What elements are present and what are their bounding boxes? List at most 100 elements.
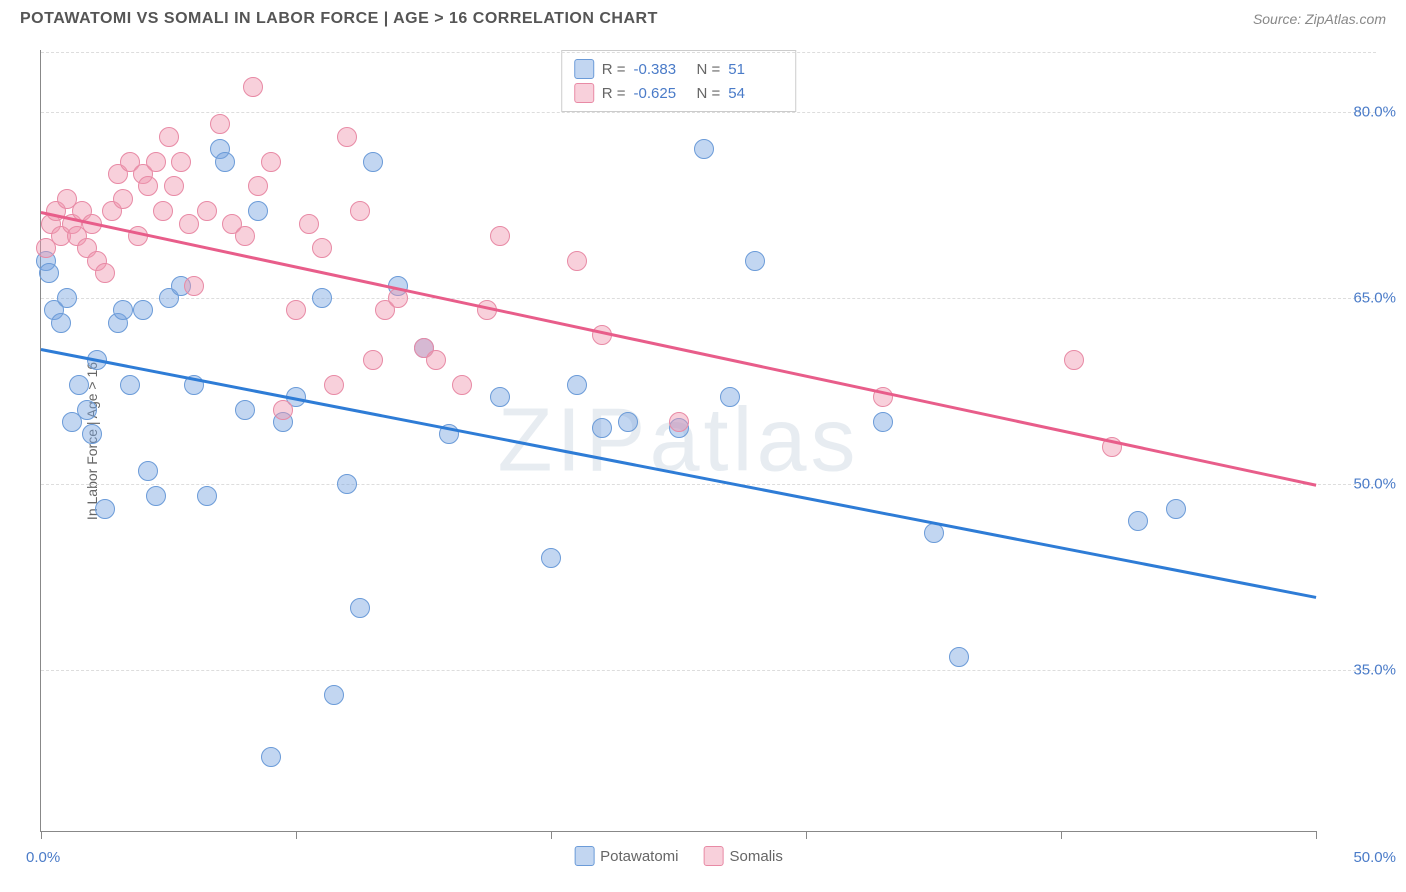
gridline (41, 52, 1376, 53)
x-tick (41, 831, 42, 839)
data-point (337, 127, 357, 147)
data-point (153, 201, 173, 221)
y-tick-label: 50.0% (1326, 475, 1396, 492)
data-point (248, 201, 268, 221)
series-swatch (574, 83, 594, 103)
data-point (215, 152, 235, 172)
y-tick-label: 65.0% (1326, 289, 1396, 306)
gridline (41, 670, 1376, 671)
data-point (745, 251, 765, 271)
data-point (69, 375, 89, 395)
data-point (197, 486, 217, 506)
data-point (39, 263, 59, 283)
data-point (720, 387, 740, 407)
watermark-text: ZIPatlas (497, 389, 859, 492)
data-point (261, 152, 281, 172)
data-point (138, 461, 158, 481)
data-point (324, 685, 344, 705)
data-point (1128, 511, 1148, 531)
data-point (159, 127, 179, 147)
data-point (426, 350, 446, 370)
data-point (618, 412, 638, 432)
data-point (146, 152, 166, 172)
data-point (184, 276, 204, 296)
trend-line (41, 348, 1316, 598)
legend-item: Potawatomi (574, 846, 678, 866)
data-point (113, 189, 133, 209)
chart-plot-area: ZIPatlas In Labor Force | Age > 16 0.0% … (40, 50, 1316, 832)
legend-label: Somalis (730, 848, 783, 865)
data-point (197, 201, 217, 221)
data-point (452, 375, 472, 395)
data-point (694, 139, 714, 159)
data-point (82, 424, 102, 444)
stat-label: R = (602, 85, 626, 102)
stat-label: R = (602, 61, 626, 78)
legend-item: Somalis (704, 846, 783, 866)
data-point (324, 375, 344, 395)
data-point (350, 201, 370, 221)
legend-label: Potawatomi (600, 848, 678, 865)
gridline (41, 484, 1376, 485)
data-point (592, 418, 612, 438)
data-point (235, 226, 255, 246)
data-point (669, 412, 689, 432)
data-point (133, 300, 153, 320)
data-point (77, 400, 97, 420)
data-point (363, 152, 383, 172)
series-swatch (574, 59, 594, 79)
y-tick-label: 35.0% (1326, 661, 1396, 678)
data-point (286, 300, 306, 320)
x-tick (296, 831, 297, 839)
stats-legend-box: R = -0.383 N = 51R = -0.625 N = 54 (561, 50, 797, 112)
stat-r-value: -0.625 (634, 85, 689, 102)
legend-swatch (704, 846, 724, 866)
x-axis-max-label: 50.0% (1353, 849, 1396, 866)
data-point (312, 288, 332, 308)
data-point (57, 288, 77, 308)
data-point (51, 313, 71, 333)
stat-label: N = (697, 61, 721, 78)
x-tick (806, 831, 807, 839)
data-point (261, 747, 281, 767)
data-point (273, 400, 293, 420)
source-attribution: Source: ZipAtlas.com (1253, 11, 1386, 27)
data-point (490, 226, 510, 246)
data-point (873, 412, 893, 432)
legend-swatch (574, 846, 594, 866)
data-point (541, 548, 561, 568)
data-point (113, 300, 133, 320)
x-tick (1316, 831, 1317, 839)
trend-line (41, 211, 1317, 486)
data-point (949, 647, 969, 667)
stat-label: N = (697, 85, 721, 102)
data-point (924, 523, 944, 543)
series-legend: Potawatomi Somalis (574, 846, 783, 866)
data-point (350, 598, 370, 618)
data-point (146, 486, 166, 506)
data-point (312, 238, 332, 258)
chart-title: POTAWATOMI VS SOMALI IN LABOR FORCE | AG… (20, 10, 658, 28)
gridline (41, 112, 1376, 113)
stats-row: R = -0.625 N = 54 (574, 81, 784, 105)
stat-n-value: 54 (728, 85, 783, 102)
x-tick (1061, 831, 1062, 839)
y-tick-label: 80.0% (1326, 103, 1396, 120)
data-point (138, 176, 158, 196)
x-axis-min-label: 0.0% (26, 849, 60, 866)
data-point (490, 387, 510, 407)
data-point (179, 214, 199, 234)
data-point (95, 499, 115, 519)
data-point (243, 77, 263, 97)
data-point (164, 176, 184, 196)
stat-n-value: 51 (728, 61, 783, 78)
data-point (120, 375, 140, 395)
data-point (1166, 499, 1186, 519)
x-tick (551, 831, 552, 839)
data-point (567, 251, 587, 271)
data-point (95, 263, 115, 283)
data-point (363, 350, 383, 370)
gridline (41, 298, 1376, 299)
data-point (567, 375, 587, 395)
data-point (299, 214, 319, 234)
